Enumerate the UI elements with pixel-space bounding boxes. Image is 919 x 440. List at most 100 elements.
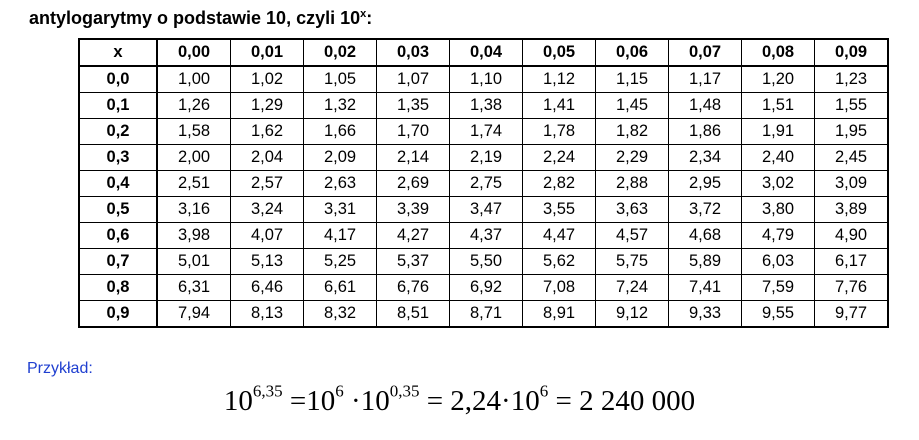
header-row: x 0,00 0,01 0,02 0,03 0,04 0,05 0,06 0,07 0,08 0,0… xyxy=(78,38,889,67)
equation-exponent: 6,35 xyxy=(252,381,283,401)
equation-base: = 2 240 000 xyxy=(548,385,696,417)
table-row: 0,6 3,98 4,07 4,17 4,27 4,37 4,47 4,57 4,68 4,79 4… xyxy=(78,222,889,249)
cell: 1,17 xyxy=(668,65,742,93)
cell: 8,51 xyxy=(376,300,450,328)
cell: 2,09 xyxy=(303,144,377,171)
cell: 6,17 xyxy=(814,248,889,275)
cell: 6,03 xyxy=(741,248,815,275)
cell: 3,24 xyxy=(230,196,304,223)
cell: 5,75 xyxy=(595,248,669,275)
title-text: antylogarytmy o podstawie 10, czyli 10 xyxy=(29,8,361,28)
cell: 3,89 xyxy=(814,196,889,223)
row-header: 0,2 xyxy=(78,118,158,145)
equation-exponent: 6 xyxy=(539,381,549,401)
cell: 4,37 xyxy=(449,222,523,249)
equation-base: ·10 xyxy=(343,385,390,417)
header-cell: 0,01 xyxy=(230,38,304,67)
row-header: 0,5 xyxy=(78,196,158,223)
equation-base: 10 xyxy=(223,385,253,417)
cell: 1,05 xyxy=(303,65,377,93)
cell: 2,88 xyxy=(595,170,669,197)
cell: 1,23 xyxy=(814,65,889,93)
cell: 2,19 xyxy=(449,144,523,171)
table-row: 0,5 3,16 3,24 3,31 3,39 3,47 3,55 3,63 3,72 3,80 3… xyxy=(78,196,889,223)
cell: 4,57 xyxy=(595,222,669,249)
cell: 2,04 xyxy=(230,144,304,171)
cell: 6,61 xyxy=(303,274,377,301)
header-cell: 0,02 xyxy=(303,38,377,67)
cell: 1,95 xyxy=(814,118,889,145)
title-suffix: : xyxy=(366,8,373,28)
cell: 4,90 xyxy=(814,222,889,249)
cell: 3,31 xyxy=(303,196,377,223)
cell: 6,92 xyxy=(449,274,523,301)
cell: 5,13 xyxy=(230,248,304,275)
cell: 1,07 xyxy=(376,65,450,93)
cell: 2,34 xyxy=(668,144,742,171)
cell: 1,51 xyxy=(741,92,815,119)
cell: 3,98 xyxy=(156,222,231,249)
antilog-table: x 0,00 0,01 0,02 0,03 0,04 0,05 0,06 0,07 0,08 0,0… xyxy=(78,38,889,328)
cell: 2,24 xyxy=(522,144,596,171)
cell: 1,38 xyxy=(449,92,523,119)
cell: 6,76 xyxy=(376,274,450,301)
cell: 1,20 xyxy=(741,65,815,93)
header-cell: 0,07 xyxy=(668,38,742,67)
table-row: 0,9 7,94 8,13 8,32 8,51 8,71 8,91 9,12 9,33 9,55 9… xyxy=(78,300,889,328)
row-header: 0,8 xyxy=(78,274,158,301)
cell: 8,91 xyxy=(522,300,596,328)
cell: 5,25 xyxy=(303,248,377,275)
cell: 4,27 xyxy=(376,222,450,249)
cell: 7,76 xyxy=(814,274,889,301)
equation: 106,35 =106 ·100,35 = 2,24·106 = 2 240 0… xyxy=(0,382,919,418)
cell: 5,37 xyxy=(376,248,450,275)
cell: 4,07 xyxy=(230,222,304,249)
cell: 2,82 xyxy=(522,170,596,197)
cell: 1,10 xyxy=(449,65,523,93)
cell: 8,13 xyxy=(230,300,304,328)
cell: 1,12 xyxy=(522,65,596,93)
header-cell: 0,04 xyxy=(449,38,523,67)
cell: 7,59 xyxy=(741,274,815,301)
title-sup: x xyxy=(360,8,367,20)
cell: 5,89 xyxy=(668,248,742,275)
cell: 8,71 xyxy=(449,300,523,328)
cell: 3,72 xyxy=(668,196,742,223)
cell: 9,55 xyxy=(741,300,815,328)
cell: 9,33 xyxy=(668,300,742,328)
row-header: 0,6 xyxy=(78,222,158,249)
cell: 4,79 xyxy=(741,222,815,249)
table-row: 0,1 1,26 1,29 1,32 1,35 1,38 1,41 1,45 1,48 1,51 1… xyxy=(78,92,889,119)
cell: 2,63 xyxy=(303,170,377,197)
cell: 2,45 xyxy=(814,144,889,171)
cell: 3,55 xyxy=(522,196,596,223)
header-cell: 0,06 xyxy=(595,38,669,67)
cell: 1,58 xyxy=(156,118,231,145)
cell: 1,62 xyxy=(230,118,304,145)
row-header: 0,3 xyxy=(78,144,158,171)
cell: 3,39 xyxy=(376,196,450,223)
cell: 3,63 xyxy=(595,196,669,223)
cell: 2,69 xyxy=(376,170,450,197)
cell: 9,77 xyxy=(814,300,889,328)
header-cell: 0,05 xyxy=(522,38,596,67)
cell: 7,08 xyxy=(522,274,596,301)
cell: 1,15 xyxy=(595,65,669,93)
cell: 1,82 xyxy=(595,118,669,145)
cell: 3,02 xyxy=(741,170,815,197)
cell: 8,32 xyxy=(303,300,377,328)
cell: 7,41 xyxy=(668,274,742,301)
cell: 2,00 xyxy=(156,144,231,171)
cell: 3,16 xyxy=(156,196,231,223)
equation-base: = 2,24·10 xyxy=(419,385,540,417)
row-header: 0,9 xyxy=(78,300,158,328)
cell: 1,86 xyxy=(668,118,742,145)
header-cell: 0,03 xyxy=(376,38,450,67)
cell: 1,32 xyxy=(303,92,377,119)
cell: 1,45 xyxy=(595,92,669,119)
header-cell: 0,00 xyxy=(156,38,231,67)
table-row: 0,4 2,51 2,57 2,63 2,69 2,75 2,82 2,88 2,95 3,02 3… xyxy=(78,170,889,197)
cell: 1,35 xyxy=(376,92,450,119)
header-cell: x xyxy=(78,38,158,67)
